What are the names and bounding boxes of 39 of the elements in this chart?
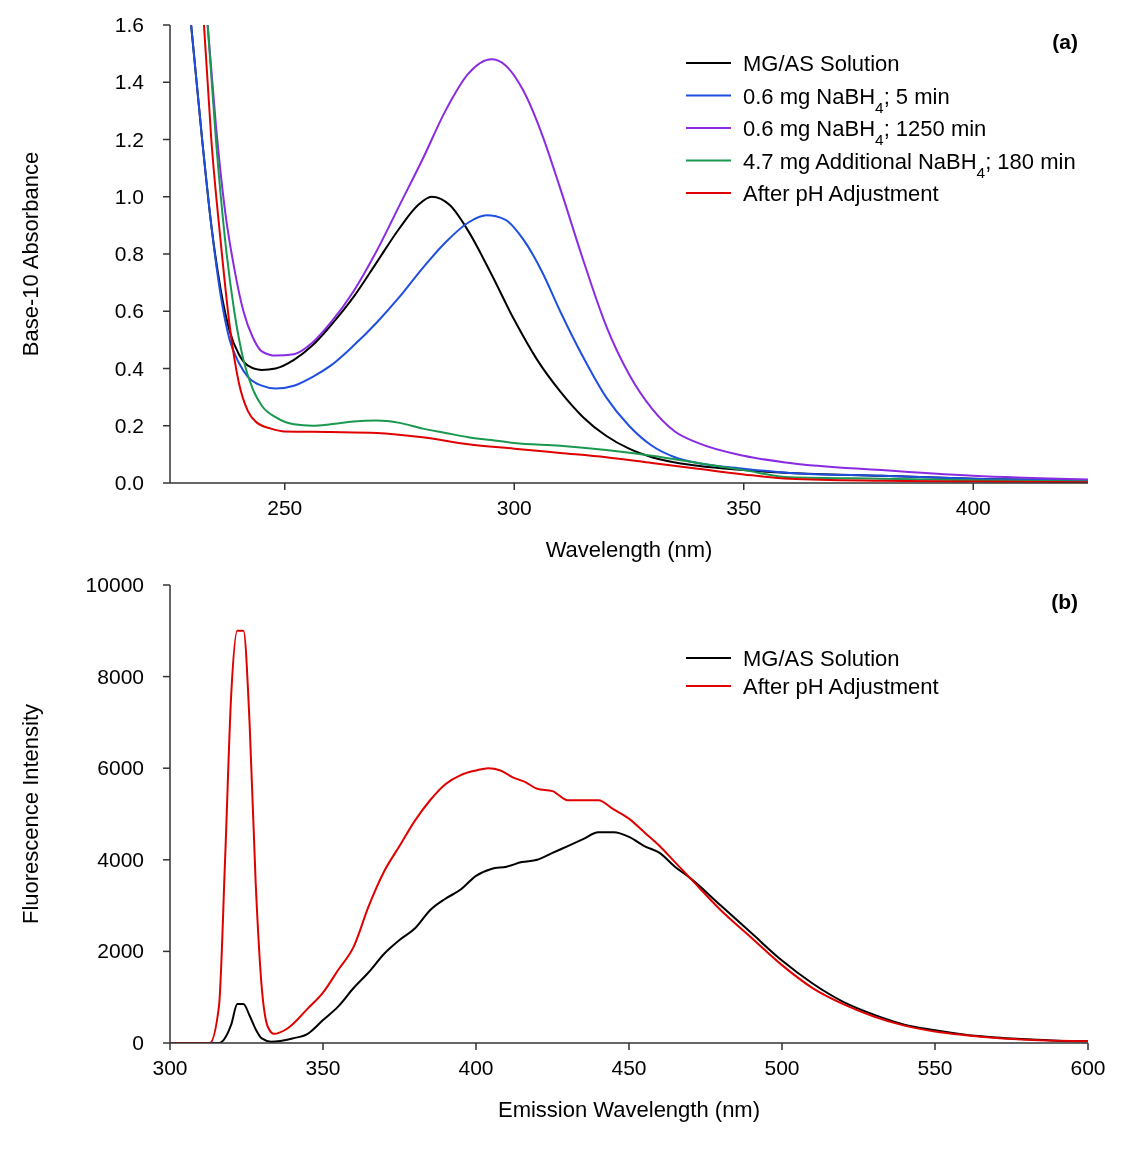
- y-tick-label: 1.6: [114, 13, 144, 36]
- x-tick-label: 250: [267, 496, 303, 519]
- y-tick-label: 6000: [97, 756, 144, 780]
- y-tick-label: 8000: [97, 664, 144, 688]
- x-tick-label: 550: [917, 1056, 953, 1079]
- x-tick-label: 400: [955, 496, 991, 519]
- x-tick-label: 450: [611, 1056, 647, 1079]
- legend-label: 0.6 mg NaBH$_{4}$; 1250 min: [743, 116, 987, 148]
- x-tick-label: 400: [458, 1056, 494, 1079]
- annotation: (a): [1052, 30, 1078, 53]
- legend-label: 4.7 mg Additional NaBH$_{4}$; 180 min: [743, 148, 1076, 180]
- x-axis-title: Emission Wavelength (nm): [497, 1097, 761, 1122]
- y-tick-label: 1.2: [114, 127, 144, 151]
- x-axis-title: Wavelength (nm): [545, 537, 713, 562]
- annotation: (b): [1051, 590, 1078, 613]
- legend-label: After pH Adjustment: [743, 181, 939, 206]
- y-tick-label: 1.0: [114, 184, 144, 208]
- y-tick-label: 0.8: [114, 242, 144, 265]
- legend-label: MG/AS Solution: [743, 51, 900, 76]
- y-tick-label: 2000: [97, 939, 144, 963]
- x-tick-label: 350: [726, 496, 762, 519]
- y-axis-title: Fluorescence Intensity: [18, 703, 43, 925]
- x-tick-label: 500: [764, 1056, 800, 1079]
- y-tick-label: 0.4: [114, 356, 145, 380]
- x-tick-label: 350: [305, 1056, 341, 1079]
- x-tick-label: 600: [1070, 1056, 1106, 1079]
- y-tick-label: 0.0: [114, 471, 144, 494]
- legend-label: After pH Adjustment: [743, 674, 939, 699]
- y-tick-label: 0: [132, 1031, 144, 1054]
- x-tick-label: 300: [152, 1056, 188, 1079]
- y-tick-label: 1.4: [114, 70, 145, 94]
- y-tick-label: 0.2: [114, 413, 144, 437]
- legend-label: MG/AS Solution: [743, 646, 900, 671]
- y-tick-label: 4000: [97, 847, 144, 871]
- x-tick-label: 300: [496, 496, 532, 519]
- y-axis-title: Base-10 Absorbance: [18, 151, 43, 357]
- legend-label: 0.6 mg NaBH$_{4}$; 5 min: [743, 83, 950, 115]
- y-tick-label: 0.6: [114, 299, 144, 323]
- y-tick-label: 10000: [85, 573, 144, 596]
